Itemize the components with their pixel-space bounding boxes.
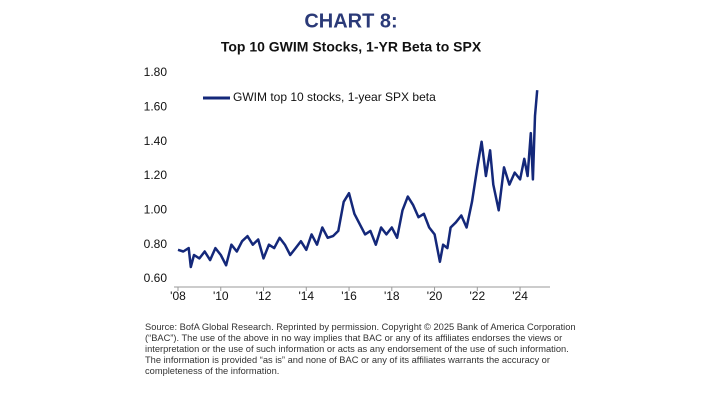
- y-tick-label: 0.60: [144, 271, 168, 285]
- y-tick-label: 1.20: [144, 168, 168, 182]
- y-tick-label: 1.00: [144, 203, 168, 217]
- y-tick-label: 1.80: [144, 65, 168, 79]
- legend-label: GWIM top 10 stocks, 1-year SPX beta: [233, 90, 436, 104]
- x-tick-label: '20: [427, 289, 443, 303]
- source-note: Source: BofA Global Research. Reprinted …: [145, 322, 576, 376]
- chart-title: CHART 8:: [304, 10, 397, 32]
- x-tick-label: '24: [512, 289, 528, 303]
- y-tick-label: 0.80: [144, 237, 168, 251]
- x-tick-label: '18: [384, 289, 400, 303]
- y-tick-label: 1.40: [144, 134, 168, 148]
- x-tick-label: '16: [341, 289, 357, 303]
- data-line: [177, 90, 539, 269]
- x-tick-label: '10: [213, 289, 229, 303]
- y-tick-label: 1.60: [144, 100, 168, 114]
- x-tick-label: '12: [256, 289, 272, 303]
- x-tick-label: '08: [170, 289, 186, 303]
- x-tick-label: '14: [298, 289, 314, 303]
- chart-subtitle: Top 10 GWIM Stocks, 1-YR Beta to SPX: [221, 39, 482, 55]
- x-tick-label: '22: [469, 289, 485, 303]
